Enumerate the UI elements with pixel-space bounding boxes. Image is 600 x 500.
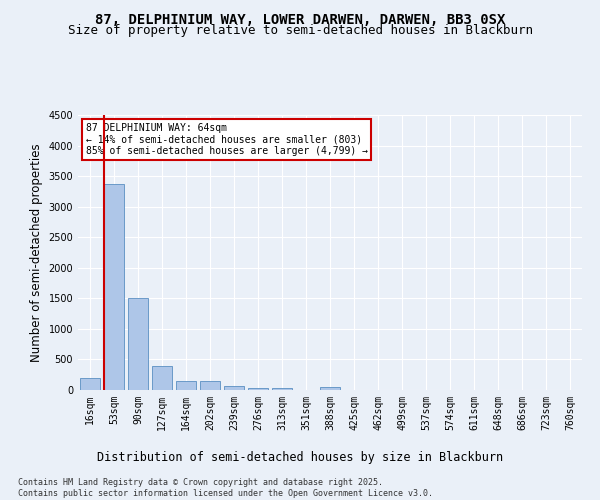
Bar [80,378,100,390]
Text: Contains HM Land Registry data © Crown copyright and database right 2025.
Contai: Contains HM Land Registry data © Crown c… [18,478,433,498]
Bar [200,381,220,390]
Bar [272,388,292,390]
Bar [248,388,268,390]
Bar [128,298,148,390]
Text: Size of property relative to semi-detached houses in Blackburn: Size of property relative to semi-detach… [67,24,533,37]
Bar [176,381,196,390]
Bar [320,387,340,390]
Y-axis label: Number of semi-detached properties: Number of semi-detached properties [30,143,43,362]
Bar [152,366,172,390]
Text: 87, DELPHINIUM WAY, LOWER DARWEN, DARWEN, BB3 0SX: 87, DELPHINIUM WAY, LOWER DARWEN, DARWEN… [95,12,505,26]
Text: 87 DELPHINIUM WAY: 64sqm
← 14% of semi-detached houses are smaller (803)
85% of : 87 DELPHINIUM WAY: 64sqm ← 14% of semi-d… [86,123,368,156]
Bar [224,386,244,390]
Text: Distribution of semi-detached houses by size in Blackburn: Distribution of semi-detached houses by … [97,451,503,464]
Bar [104,184,124,390]
